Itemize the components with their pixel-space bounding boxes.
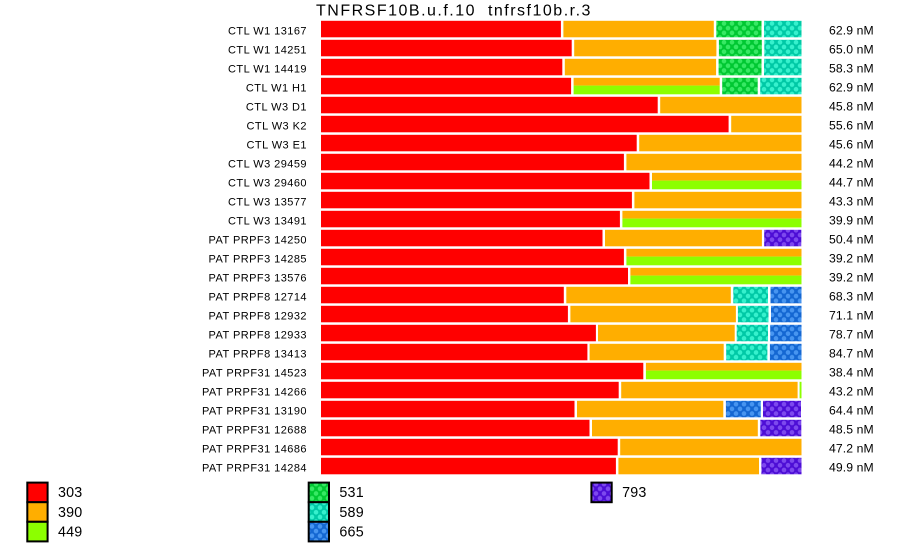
svg-text:62.9 nM: 62.9 nM: [829, 81, 874, 95]
svg-text:71.1 nM: 71.1 nM: [829, 309, 874, 323]
svg-text:68.3 nM: 68.3 nM: [829, 290, 874, 304]
svg-text:665: 665: [339, 524, 363, 540]
svg-text:CTL W3 13577: CTL W3 13577: [228, 196, 307, 208]
svg-text:45.6 nM: 45.6 nM: [829, 138, 874, 152]
svg-text:38.4 nM: 38.4 nM: [829, 366, 874, 380]
svg-text:CTL W1 13167: CTL W1 13167: [228, 25, 307, 37]
svg-text:CTL W3 K2: CTL W3 K2: [247, 120, 308, 132]
svg-text:PAT PRPF31 12688: PAT PRPF31 12688: [202, 424, 307, 436]
svg-text:44.7 nM: 44.7 nM: [829, 176, 874, 190]
svg-text:390: 390: [58, 505, 82, 521]
svg-text:55.6 nM: 55.6 nM: [829, 119, 874, 133]
svg-text:793: 793: [622, 485, 646, 501]
svg-text:PAT PRPF31 14523: PAT PRPF31 14523: [202, 367, 307, 379]
svg-text:65.0 nM: 65.0 nM: [829, 43, 874, 57]
svg-text:84.7 nM: 84.7 nM: [829, 347, 874, 361]
svg-text:45.8 nM: 45.8 nM: [829, 100, 874, 114]
svg-text:CTL W3 D1: CTL W3 D1: [246, 101, 307, 113]
svg-text:58.3 nM: 58.3 nM: [829, 62, 874, 76]
svg-text:CTL W3 29460: CTL W3 29460: [228, 177, 307, 189]
svg-text:PAT PRPF3 13576: PAT PRPF3 13576: [209, 272, 307, 284]
svg-text:48.5 nM: 48.5 nM: [829, 423, 874, 437]
svg-text:39.9 nM: 39.9 nM: [829, 214, 874, 228]
svg-text:PAT PRPF8 12932: PAT PRPF8 12932: [209, 310, 307, 322]
svg-text:PAT PRPF3 14285: PAT PRPF3 14285: [209, 253, 307, 265]
svg-text:531: 531: [339, 485, 363, 501]
svg-text:303: 303: [58, 485, 82, 501]
svg-text:PAT PRPF8 12714: PAT PRPF8 12714: [209, 291, 307, 303]
svg-text:49.9 nM: 49.9 nM: [829, 461, 874, 475]
svg-text:43.3 nM: 43.3 nM: [829, 195, 874, 209]
svg-text:78.7 nM: 78.7 nM: [829, 328, 874, 342]
svg-text:50.4 nM: 50.4 nM: [829, 233, 874, 247]
svg-text:449: 449: [58, 524, 82, 540]
svg-text:PAT PRPF31 13190: PAT PRPF31 13190: [202, 405, 307, 417]
svg-text:CTL W3 29459: CTL W3 29459: [228, 158, 307, 170]
svg-text:CTL W3 13491: CTL W3 13491: [228, 215, 307, 227]
svg-text:CTL W1 14419: CTL W1 14419: [228, 63, 307, 75]
svg-text:PAT PRPF31 14284: PAT PRPF31 14284: [202, 462, 307, 474]
svg-text:62.9 nM: 62.9 nM: [829, 24, 874, 38]
svg-text:PAT PRPF8 13413: PAT PRPF8 13413: [209, 348, 307, 360]
svg-text:43.2 nM: 43.2 nM: [829, 385, 874, 399]
svg-text:CTL W1 14251: CTL W1 14251: [228, 44, 307, 56]
svg-text:39.2 nM: 39.2 nM: [829, 271, 874, 285]
svg-text:PAT PRPF3 14250: PAT PRPF3 14250: [209, 234, 307, 246]
svg-text:39.2 nM: 39.2 nM: [829, 252, 874, 266]
svg-text:64.4 nM: 64.4 nM: [829, 404, 874, 418]
svg-text:PAT PRPF8 12933: PAT PRPF8 12933: [209, 329, 307, 341]
svg-text:47.2 nM: 47.2 nM: [829, 442, 874, 456]
svg-text:44.2 nM: 44.2 nM: [829, 157, 874, 171]
svg-text:PAT PRPF31 14266: PAT PRPF31 14266: [202, 386, 307, 398]
svg-text:589: 589: [339, 505, 363, 521]
svg-text:PAT PRPF31 14686: PAT PRPF31 14686: [202, 443, 307, 455]
svg-text:CTL W1 H1: CTL W1 H1: [246, 82, 307, 94]
svg-text:TNFRSF10B.u.f.10 tnfrsf10b.r.: TNFRSF10B.u.f.10 tnfrsf10b.r.3: [316, 2, 592, 19]
svg-text:CTL W3 E1: CTL W3 E1: [247, 139, 308, 151]
